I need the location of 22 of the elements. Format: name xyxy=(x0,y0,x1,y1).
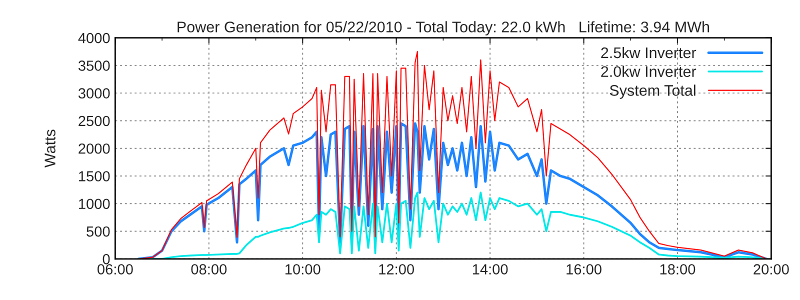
y-tick-label: 4000 xyxy=(78,32,110,44)
x-tick-label: 10:00 xyxy=(285,264,320,274)
y-tick-label: 2500 xyxy=(78,116,110,126)
x-tick-label: 16:00 xyxy=(566,264,602,274)
y-tick-label: 1500 xyxy=(79,171,110,182)
y-axis-title: Watts xyxy=(44,130,56,168)
x-tick-label: 12:00 xyxy=(379,264,414,274)
x-tick-label: 08:00 xyxy=(191,264,227,274)
y-tick-label: 3500 xyxy=(78,60,110,71)
x-tick-label: 18:00 xyxy=(660,264,696,274)
y-tick-label: 500 xyxy=(86,226,110,237)
legend-label: 2.0kw Inverter xyxy=(601,66,696,78)
y-tick-label: 0 xyxy=(102,254,110,264)
legend-label: 2.5kw Inverter xyxy=(601,46,696,58)
y-tick-label: 3000 xyxy=(78,88,110,99)
x-tick-label: 14:00 xyxy=(472,264,508,274)
x-tick-label: 06:00 xyxy=(98,264,133,274)
x-tick-label: 20:00 xyxy=(754,264,789,274)
legend-label: System Total xyxy=(610,84,696,99)
y-tick-label: 2000 xyxy=(78,143,110,154)
chart-title: Power Generation for 05/22/2010 - Total Today: 22.0 kWh Lifetime: 3.94 MWh xyxy=(178,21,710,36)
y-tick-label: 1000 xyxy=(79,198,110,210)
